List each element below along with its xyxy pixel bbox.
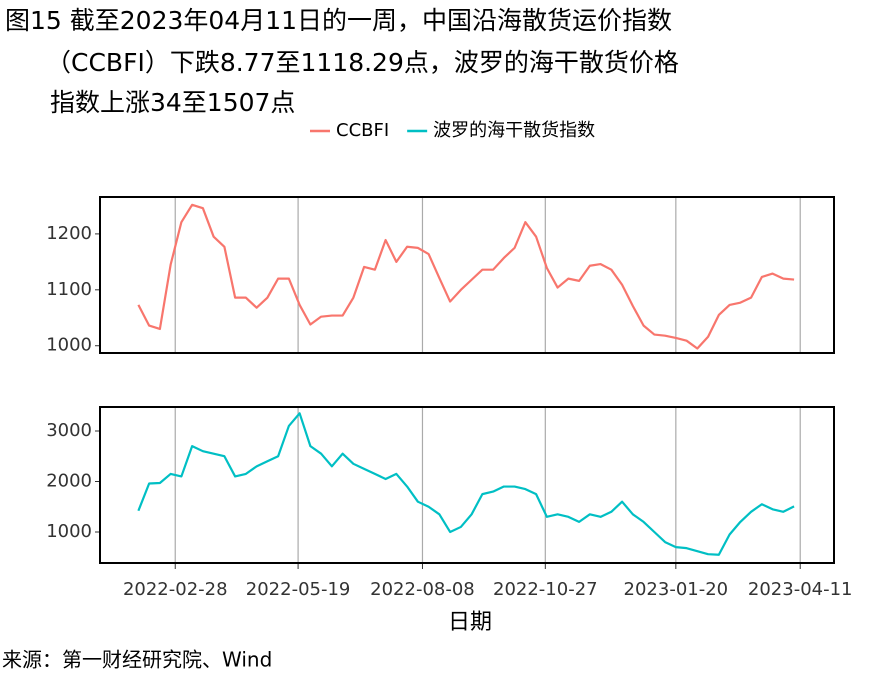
source-note: 来源：第一财经研究院、Wind xyxy=(2,648,272,672)
y-tick-label: 1100 xyxy=(46,279,92,300)
title-line: 图15 截至2023年04月11日的一周，中国沿海散货运价指数 xyxy=(5,6,672,35)
title-line: （CCBFI）下跌8.77至1118.29点，波罗的海干散货价格 xyxy=(46,48,679,77)
legend-label: CCBFI xyxy=(336,120,389,141)
panel-border xyxy=(99,406,835,564)
y-tick-label: 3000 xyxy=(46,420,92,441)
legend-label: 波罗的海干散货指数 xyxy=(433,120,595,141)
y-tick-label: 2000 xyxy=(46,470,92,491)
x-tick-label: 2022-08-08 xyxy=(370,579,475,600)
y-tick-label: 1000 xyxy=(46,335,92,356)
y-tick-label: 1000 xyxy=(46,521,92,542)
title-line: 指数上涨34至1507点 xyxy=(50,88,295,117)
x-tick-label: 2022-02-28 xyxy=(123,579,228,600)
x-tick-label: 2022-10-27 xyxy=(493,579,598,600)
panel-border xyxy=(99,196,835,354)
x-tick-label: 2023-01-20 xyxy=(624,579,729,600)
x-tick-label: 2022-05-19 xyxy=(246,579,351,600)
x-tick-label: 2023-04-11 xyxy=(748,579,853,600)
data-line xyxy=(137,203,795,350)
x-axis-label: 日期 xyxy=(448,610,492,635)
data-line xyxy=(137,412,795,556)
y-tick-label: 1200 xyxy=(46,223,92,244)
